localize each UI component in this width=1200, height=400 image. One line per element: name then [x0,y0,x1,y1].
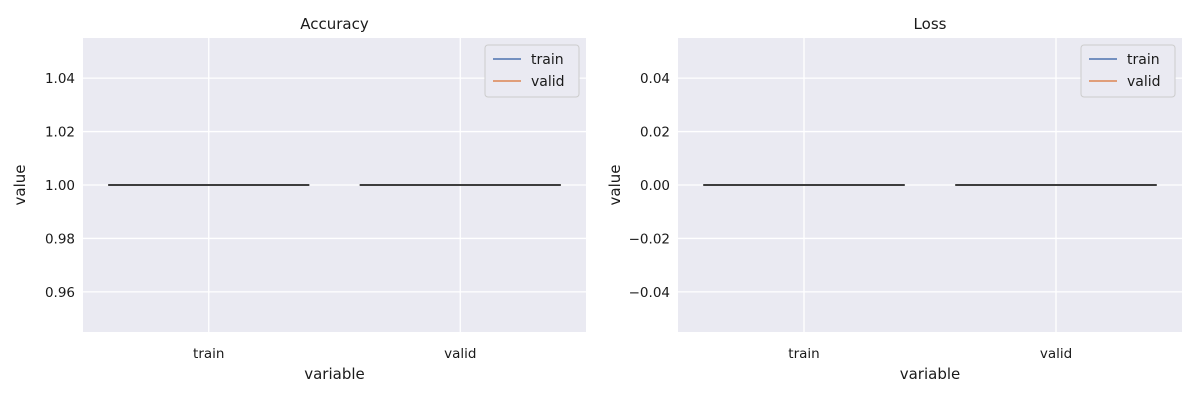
y-tick-label: 0.02 [640,125,670,141]
y-tick-label: 1.04 [45,71,75,87]
chart-title: Accuracy [300,15,369,33]
y-tick-label: −0.02 [629,231,670,247]
y-tick-label: −0.04 [629,285,670,301]
x-tick-label: train [788,346,819,362]
legend-box [484,44,580,98]
accuracy-chart: 0.96 0.98 1.00 1.02 1.04 train valid Accuracy va… [11,15,586,383]
x-tick-label: train [193,346,224,362]
legend-label: valid [1127,74,1161,90]
legend-label: train [1127,52,1160,68]
y-axis-label: value [11,165,29,206]
x-tick-label: valid [1040,346,1072,362]
y-tick-label: 0.00 [640,178,670,194]
legend: train valid [1080,44,1176,98]
y-tick-label: 1.00 [45,178,75,194]
legend-label: valid [531,74,565,90]
y-tick-label: 0.96 [45,285,75,301]
legend-label: train [531,52,564,68]
y-axis-label: value [606,165,624,206]
y-tick-label: 0.04 [640,71,670,87]
x-axis-label: variable [304,365,365,383]
x-axis-label: variable [900,365,961,383]
x-tick-label: valid [444,346,476,362]
legend-box [1080,44,1176,98]
y-tick-label: 1.02 [45,125,75,141]
loss-chart: −0.04 −0.02 0.00 0.02 0.04 train valid Loss vari… [606,15,1182,383]
y-tick-label: 0.98 [45,231,75,247]
chart-title: Loss [914,15,947,33]
legend: train valid [484,44,580,98]
